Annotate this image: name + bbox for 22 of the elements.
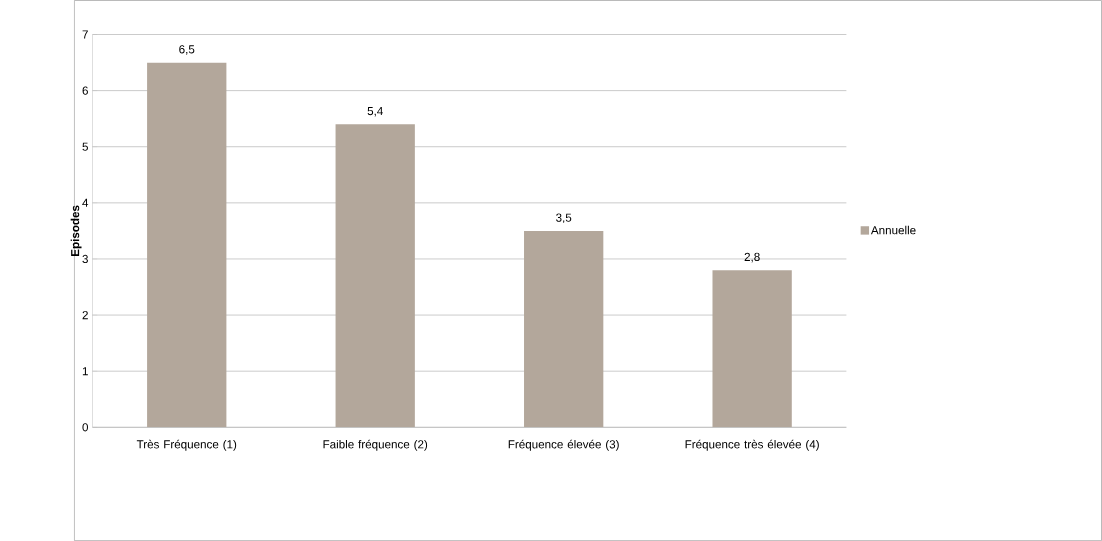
x-tick-label: Très Fréquence (1) [136, 439, 237, 451]
y-tick-label: 0 [82, 423, 88, 432]
bar [147, 62, 227, 428]
bar [335, 124, 415, 428]
y-tick-label: 2 [82, 310, 88, 320]
y-tick-label: 5 [82, 142, 88, 151]
y-axis-title: Episodes [70, 205, 82, 256]
y-tick-label: 1 [82, 367, 88, 376]
bar [712, 270, 792, 428]
y-tick-label: 3 [82, 254, 88, 264]
y-tick-label: 7 [82, 30, 88, 39]
data-label: 2,8 [744, 252, 760, 263]
x-tick-label: Fréquence élevée (3) [508, 439, 619, 451]
y-tick-label: 6 [82, 86, 88, 95]
bar [524, 230, 604, 428]
x-tick-label: Faible fréquence (2) [323, 439, 428, 451]
legend-label: Annuelle [870, 225, 916, 235]
data-label: 6,5 [179, 45, 195, 55]
data-label: 3,5 [556, 213, 572, 224]
y-tick-label: 4 [82, 198, 89, 207]
x-tick-label: Fréquence très élevée (4) [685, 439, 819, 451]
data-label: 5,4 [367, 106, 383, 117]
